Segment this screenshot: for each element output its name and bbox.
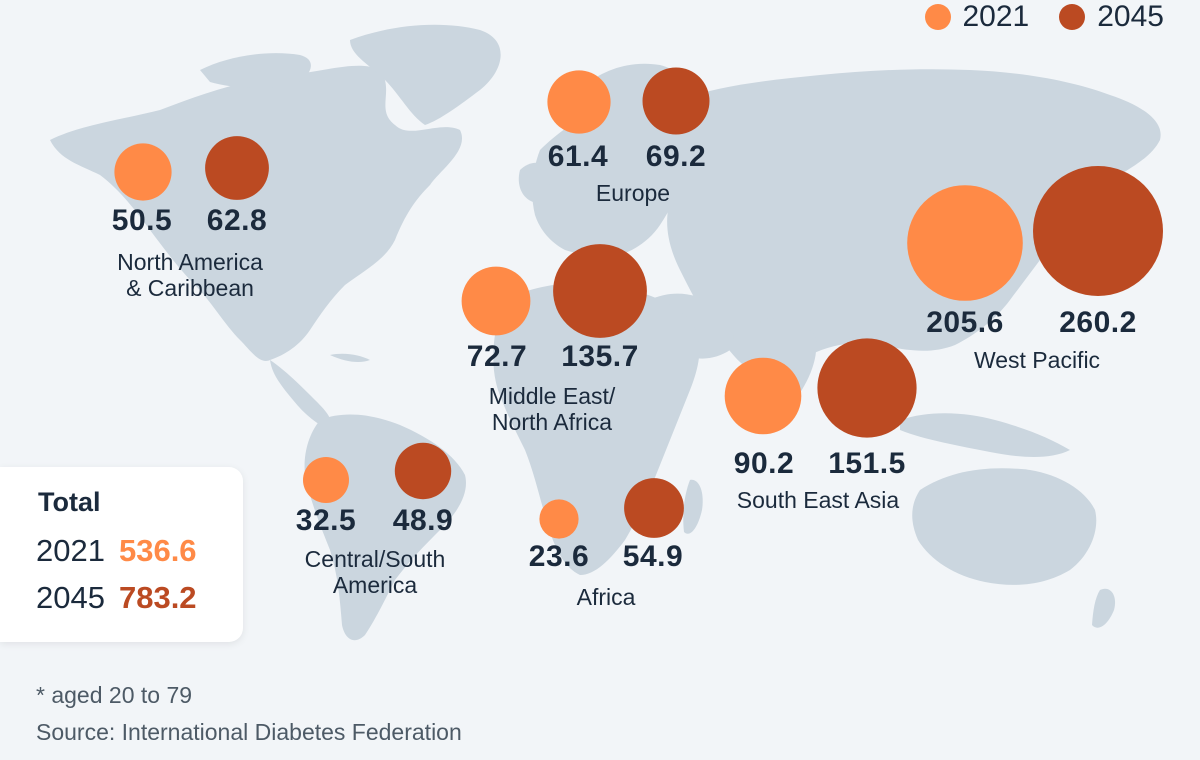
value-west-pacific-2045: 260.2 (1059, 306, 1137, 339)
bubble-central-south-america-2045 (394, 442, 452, 500)
australia-shape (912, 468, 1097, 585)
bubble-africa-2045 (624, 478, 684, 538)
region-label-west-pacific: West Pacific (974, 347, 1100, 373)
total-year-2045: 2045 (36, 580, 105, 615)
bubble-layer (114, 67, 1163, 539)
value-middle-east-2021: 72.7 (466, 340, 528, 373)
total-year-2021: 2021 (36, 533, 105, 568)
north-america-shape (50, 65, 463, 361)
caribbean-shape (330, 353, 370, 363)
bubble-central-south-america-2021 (303, 457, 349, 503)
bubble-north-america-2045 (205, 136, 269, 200)
bubble-south-east-asia-2021 (724, 357, 802, 435)
region-label-line: North Africa (491, 409, 613, 435)
region-label-central-south-america: Central/South America (305, 546, 446, 598)
bubble-europe-2045 (642, 67, 710, 135)
value-africa-2021: 23.6 (528, 540, 590, 573)
new-zealand-shape (1092, 588, 1116, 628)
region-label-line: North America (117, 249, 263, 275)
bubble-west-pacific-2045 (1033, 166, 1163, 296)
source-note: Source: International Diabetes Federatio… (36, 719, 462, 745)
value-europe-2045: 69.2 (645, 140, 707, 173)
value-africa-2045: 54.9 (622, 540, 684, 573)
total-value-2021: 536.6 (118, 533, 197, 568)
legend-dot-2045 (1059, 4, 1086, 30)
value-south-east-asia-2021: 90.2 (733, 447, 795, 480)
region-label-line: South East Asia (736, 487, 900, 513)
europe-shape (532, 95, 705, 257)
region-label-europe: Europe (596, 180, 670, 206)
british-isles-shape (518, 162, 551, 202)
legend-label-2045: 2045 (1097, 0, 1164, 33)
value-south-east-asia-2045: 151.5 (828, 447, 906, 480)
greenland-shape (350, 24, 501, 125)
region-label-africa: Africa (577, 584, 636, 610)
total-box: Total 2021 536.6 2045 783.2 (0, 467, 243, 642)
sea-islands-shape (900, 413, 1070, 457)
legend-dot-2021 (924, 4, 951, 30)
bubble-middle-east-2021 (461, 266, 531, 336)
arctic-islands-shape (200, 53, 311, 88)
region-label-south-east-asia: South East Asia (737, 487, 899, 513)
value-central-south-america-2045: 48.9 (392, 504, 454, 537)
madagascar-shape (683, 479, 703, 534)
value-north-america-2045: 62.8 (206, 204, 268, 237)
region-label-line: Central/South (304, 546, 446, 572)
region-label-line: & Caribbean (126, 275, 254, 301)
total-row-2045: 2045 783.2 (36, 580, 197, 616)
region-label-north-america: North America & Caribbean (117, 249, 263, 301)
region-label-line: West Pacific (973, 347, 1101, 373)
total-value-2045: 783.2 (118, 580, 197, 615)
region-label-line: Middle East/ (488, 383, 616, 409)
region-label-middle-east: Middle East/ North Africa (489, 383, 616, 435)
bubble-europe-2021 (547, 70, 611, 134)
value-west-pacific-2021: 205.6 (926, 306, 1004, 339)
footnote: * aged 20 to 79 (36, 682, 193, 708)
bubble-africa-2021 (539, 499, 579, 539)
africa-shape (493, 283, 700, 575)
region-label-line: Europe (595, 180, 671, 206)
total-row-2021: 2021 536.6 (36, 533, 197, 569)
legend: 2021 2045 (924, 0, 1164, 34)
central-america-shape (270, 360, 332, 430)
value-north-america-2021: 50.5 (111, 204, 173, 237)
value-middle-east-2045: 135.7 (561, 340, 639, 373)
total-title: Total (38, 487, 101, 517)
region-label-line: Africa (576, 584, 636, 610)
value-central-south-america-2021: 32.5 (295, 504, 357, 537)
bubble-west-pacific-2021 (907, 185, 1023, 301)
value-europe-2021: 61.4 (547, 140, 609, 173)
region-label-line: America (332, 572, 418, 598)
bubble-south-east-asia-2045 (817, 338, 917, 438)
bubble-north-america-2021 (114, 143, 172, 201)
legend-label-2021: 2021 (962, 0, 1030, 33)
bubble-middle-east-2045 (553, 244, 647, 338)
